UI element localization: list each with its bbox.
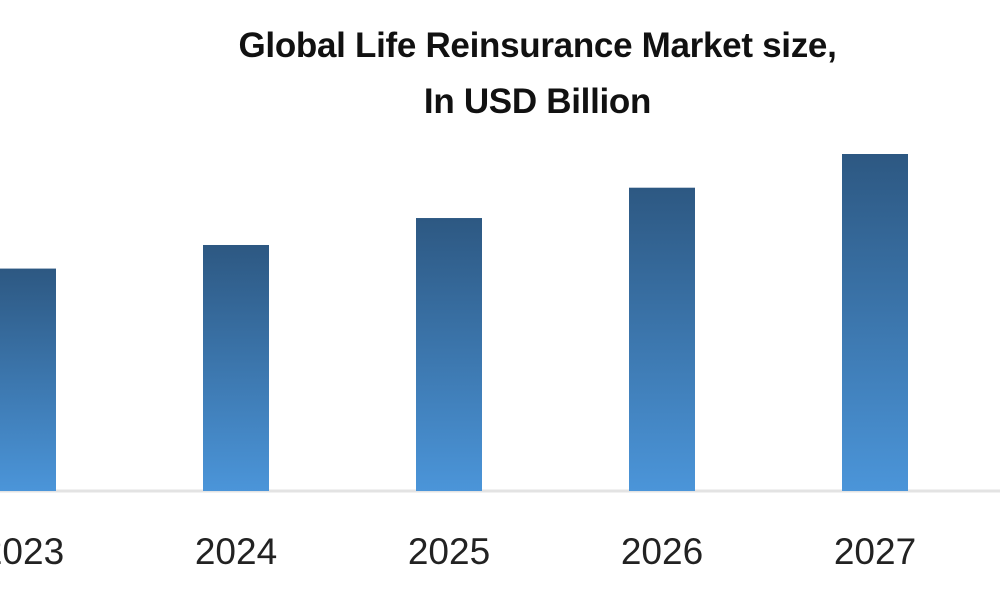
bar-2023 [0,268,56,491]
bar-2026 [629,187,695,491]
bar-2027 [842,154,908,491]
x-tick-label-2026: 2026 [621,531,703,572]
chart-subtitle: In USD Billion [423,82,652,121]
bar-2024 [203,244,269,491]
x-tick-label-2023: 2023 [0,531,64,572]
x-tick-label-2027: 2027 [834,531,916,572]
bar-2025 [416,218,482,491]
x-tick-label-2024: 2024 [195,531,277,572]
x-tick-label-2025: 2025 [408,531,490,572]
chart-title: Global Life Reinsurance Market size, [238,26,837,65]
